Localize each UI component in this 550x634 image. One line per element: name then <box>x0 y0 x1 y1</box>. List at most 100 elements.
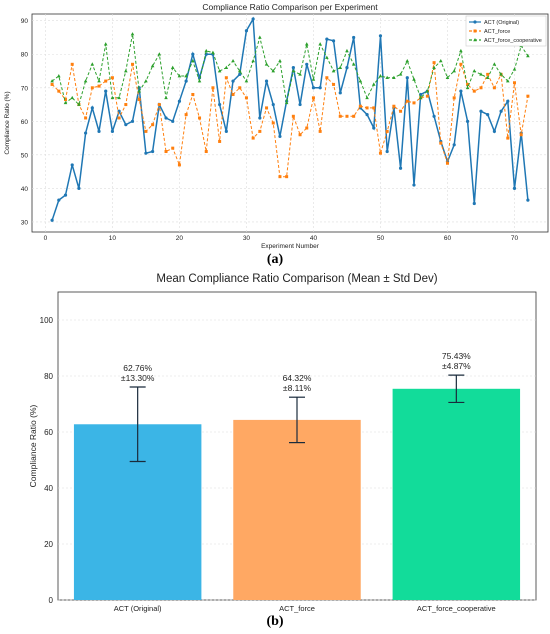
data-point <box>492 129 496 133</box>
data-point <box>445 75 450 80</box>
data-point <box>204 150 208 154</box>
data-point <box>291 69 296 73</box>
data-point <box>144 79 148 83</box>
data-point <box>385 149 389 154</box>
data-point <box>405 99 409 103</box>
y-tick-label: 90 <box>21 18 29 25</box>
x-tick-label: 70 <box>511 235 519 242</box>
data-point <box>331 39 336 43</box>
chart-title: Compliance Ratio Comparison per Experime… <box>202 2 378 12</box>
data-point <box>104 89 108 93</box>
data-point <box>258 129 262 133</box>
legend-marker <box>473 29 477 33</box>
data-point <box>164 95 168 100</box>
data-point <box>345 114 349 118</box>
data-point <box>57 74 61 78</box>
data-point <box>492 86 496 90</box>
data-label-mean-1: 64.32% <box>283 373 312 383</box>
data-point <box>97 129 101 133</box>
data-point <box>418 95 423 100</box>
data-point <box>137 89 142 93</box>
data-point <box>184 74 188 78</box>
x-tick-label: 0 <box>44 235 48 242</box>
y-tick-label: 80 <box>44 372 53 381</box>
legend-marker <box>473 38 477 42</box>
data-point <box>238 72 242 76</box>
bar-2 <box>392 388 521 600</box>
x-tick-label: 40 <box>310 235 318 242</box>
data-point <box>131 62 135 66</box>
data-point <box>218 102 222 107</box>
data-point <box>130 119 135 123</box>
data-point <box>432 65 436 69</box>
data-point <box>231 58 235 63</box>
data-point <box>157 103 161 107</box>
data-point <box>70 62 74 66</box>
legend-label-0: ACT (Original) <box>484 20 519 26</box>
data-point <box>177 163 181 167</box>
data-point <box>117 95 121 100</box>
data-point <box>311 77 316 81</box>
y-tick-label: 20 <box>44 540 53 549</box>
data-point <box>224 76 228 80</box>
data-point <box>217 69 222 73</box>
data-point <box>184 113 188 117</box>
data-point <box>251 17 255 21</box>
data-point <box>305 62 309 66</box>
data-point <box>164 116 168 120</box>
data-point <box>171 119 175 123</box>
data-point <box>251 136 255 140</box>
data-point <box>311 86 316 90</box>
data-point <box>265 106 269 110</box>
data-point <box>90 62 95 66</box>
data-point <box>325 37 329 41</box>
data-point <box>526 198 530 202</box>
data-point <box>298 102 302 107</box>
data-point <box>244 29 249 33</box>
data-point <box>452 69 456 73</box>
data-point <box>191 52 195 56</box>
data-point <box>459 89 463 93</box>
line-chart: 30 40 50 60 70 80 90 0 10 20 30 40 50 60 70 Compliance … <box>4 2 549 250</box>
data-point <box>351 62 356 66</box>
y-tick-label: 0 <box>49 596 54 605</box>
data-point <box>110 129 115 133</box>
data-point <box>218 139 222 143</box>
y-tick-label: 70 <box>21 85 29 92</box>
data-point <box>338 114 342 118</box>
data-point <box>157 52 162 56</box>
data-point <box>124 69 128 73</box>
data-point <box>103 42 108 46</box>
data-point <box>97 84 101 88</box>
data-point <box>110 76 114 80</box>
data-point <box>425 94 429 98</box>
data-point <box>332 82 336 86</box>
data-point <box>57 198 61 202</box>
data-point <box>191 58 195 63</box>
data-point <box>198 116 202 120</box>
data-point <box>365 106 369 110</box>
data-point <box>150 63 155 68</box>
caption-b: (b) <box>266 614 284 629</box>
data-point <box>352 114 356 118</box>
data-point <box>63 193 68 197</box>
data-point <box>271 121 275 125</box>
data-point <box>465 85 470 90</box>
data-point <box>258 35 262 39</box>
data-point <box>124 103 128 107</box>
data-label-mean-2: 75.43% <box>442 351 471 361</box>
data-point <box>84 131 88 135</box>
legend-label-1: ACT_force <box>484 29 510 35</box>
data-point <box>445 161 449 165</box>
data-point <box>231 79 235 83</box>
data-point <box>479 109 483 113</box>
data-point <box>151 123 155 127</box>
data-point <box>398 72 403 76</box>
y-tick-label: 80 <box>21 52 29 59</box>
data-point <box>311 96 315 100</box>
y-tick-label: 40 <box>21 186 29 193</box>
y-tick-label: 30 <box>21 219 29 226</box>
data-point <box>432 61 436 65</box>
data-point <box>472 89 476 93</box>
chart-title: Mean Compliance Ratio Comparison (Mean ±… <box>156 273 437 285</box>
